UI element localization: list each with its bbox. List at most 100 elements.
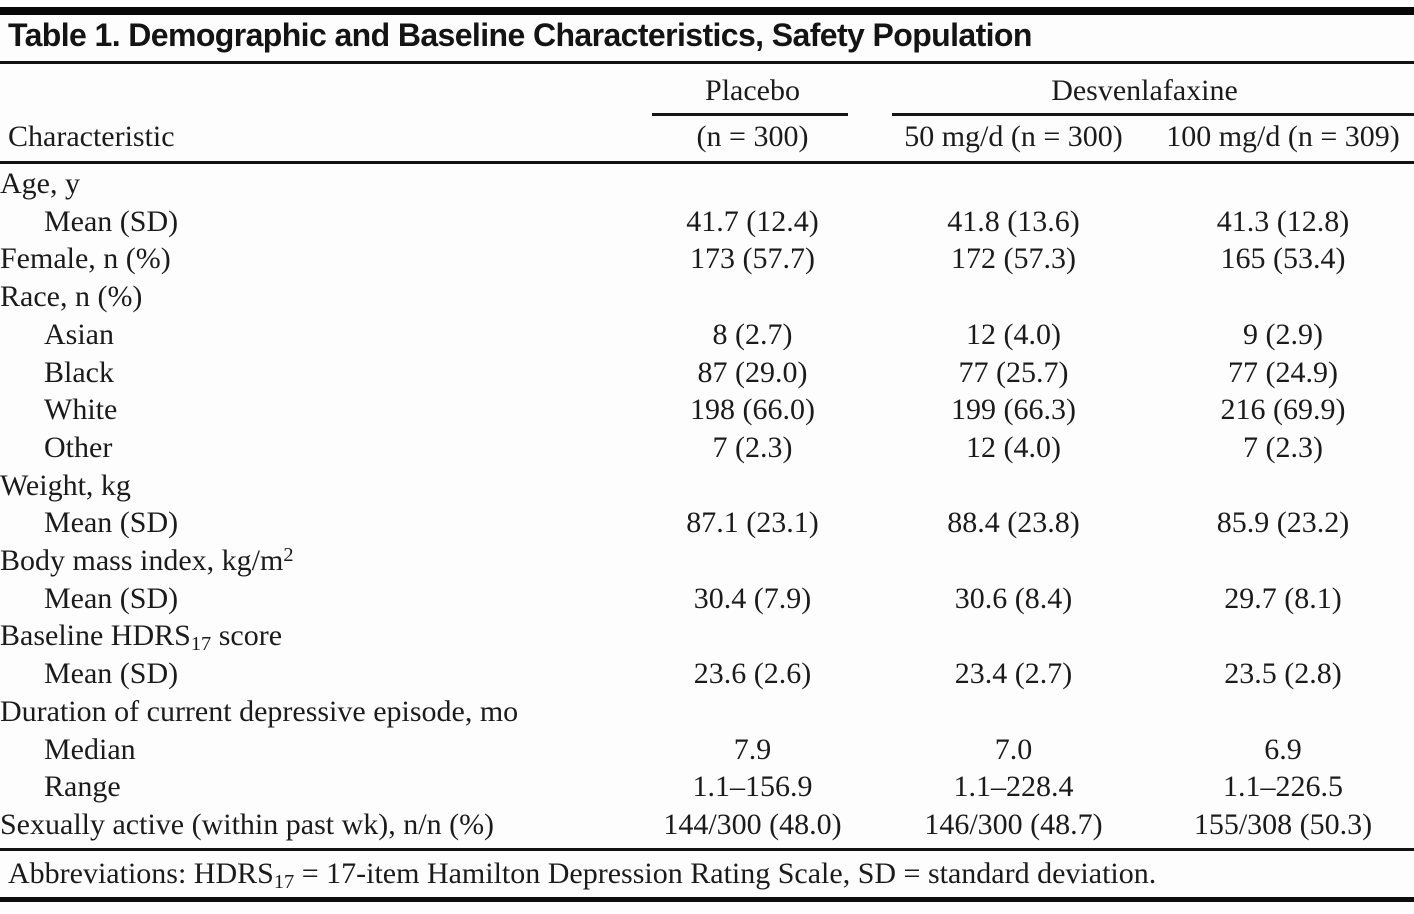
table-row: Mean (SD) 30.4 (7.9) 30.6 (8.4) 29.7 (8.1) xyxy=(0,580,1414,618)
cell-value xyxy=(1152,542,1414,580)
cell-value xyxy=(1152,278,1414,316)
cell-value xyxy=(875,165,1152,203)
characteristics-table: Age, y Mean (SD) 41.7 (12.4) 41.8 (13.6) 41.… xyxy=(0,165,1414,844)
cell-value: 216 (69.9) xyxy=(1220,393,1346,427)
cell-value xyxy=(1152,693,1414,731)
bottom-rule xyxy=(0,897,1414,902)
cell-value: 23.4 (2.7) xyxy=(954,657,1073,691)
cell-value: 6.9 xyxy=(1264,732,1302,766)
cell-value: 30.6 (8.4) xyxy=(954,581,1073,615)
cell-value: 77 (25.7) xyxy=(958,355,1069,389)
column-header-placebo: Placebo xyxy=(705,74,800,107)
cell-value xyxy=(875,542,1152,580)
cell-value: 87.1 (23.1) xyxy=(686,506,819,540)
cell-value: 7.0 xyxy=(994,732,1033,766)
column-header-placebo-n: (n = 300) xyxy=(696,120,809,153)
table-row: Mean (SD) 23.6 (2.6) 23.4 (2.7) 23.5 (2.8) xyxy=(0,655,1414,693)
cell-value: 1.1–156.9 xyxy=(692,770,813,804)
table-header: Placebo Desvenlafaxine Characteristic (n… xyxy=(0,64,1414,164)
cell-value: 165 (53.4) xyxy=(1220,242,1346,276)
title-divider-rule xyxy=(0,61,1414,64)
cell-value xyxy=(1152,467,1414,505)
cell-value: 7 (2.3) xyxy=(712,430,793,464)
row-label: Weight, kg xyxy=(0,468,131,502)
row-label: Median xyxy=(44,732,136,766)
column-header-dose-50mg: 50 mg/d (n = 300) xyxy=(904,120,1123,153)
cell-value: 155/308 (50.3) xyxy=(1193,807,1373,841)
table-row: Race, n (%) xyxy=(0,278,1414,316)
table-row: Weight, kg xyxy=(0,467,1414,505)
row-label: Asian xyxy=(44,317,114,351)
cell-value: 7 (2.3) xyxy=(1243,430,1323,464)
row-label: Baseline HDRS17 score xyxy=(0,619,283,656)
table-row: Mean (SD) 87.1 (23.1) 88.4 (23.8) 85.9 (23.… xyxy=(0,504,1414,542)
cell-value: 88.4 (23.8) xyxy=(947,506,1080,540)
cell-value: 1.1–226.5 xyxy=(1223,770,1343,804)
row-label: Duration of current depressive episode, … xyxy=(0,694,519,728)
cell-value xyxy=(1152,617,1414,655)
cell-value xyxy=(875,693,1152,731)
cell-value: 41.8 (13.6) xyxy=(947,204,1080,238)
footnote-divider-rule xyxy=(0,848,1414,851)
cell-value: 23.5 (2.8) xyxy=(1224,657,1342,691)
row-label: Mean (SD) xyxy=(44,204,179,238)
table-row: Duration of current depressive episode, … xyxy=(0,693,1414,731)
cell-value: 172 (57.3) xyxy=(951,242,1076,276)
cell-value xyxy=(630,693,875,731)
table-row: Median 7.9 7.0 6.9 xyxy=(0,731,1414,769)
cell-value: 7.9 xyxy=(733,732,772,766)
cell-value: 85.9 (23.2) xyxy=(1216,506,1350,540)
cell-value xyxy=(630,542,875,580)
table-row: Asian 8 (2.7) 12 (4.0) 9 (2.9) xyxy=(0,316,1414,354)
table-row: Female, n (%) 173 (57.7) 172 (57.3) 165 (53… xyxy=(0,240,1414,278)
table-row: Body mass index, kg/m2 xyxy=(0,542,1414,580)
cell-value xyxy=(630,278,875,316)
top-rule xyxy=(0,7,1414,15)
cell-value: 144/300 (48.0) xyxy=(663,807,842,841)
row-label: Body mass index, kg/m2 xyxy=(0,543,294,578)
cell-value: 199 (66.3) xyxy=(951,393,1076,427)
column-header-dose-100mg: 100 mg/d (n = 309) xyxy=(1166,120,1400,153)
column-group-header-desvenlafaxine: Desvenlafaxine xyxy=(1051,74,1238,107)
row-label: Black xyxy=(44,355,114,389)
table-body: Age, y Mean (SD) 41.7 (12.4) 41.8 (13.6) 41.… xyxy=(0,165,1414,844)
row-label: Mean (SD) xyxy=(44,581,179,615)
cell-value: 173 (57.7) xyxy=(690,242,815,276)
table-row: Range 1.1–156.9 1.1–228.4 1.1–226.5 xyxy=(0,768,1414,806)
header-divider-rule xyxy=(0,161,1414,164)
table-row: Mean (SD) 41.7 (12.4) 41.8 (13.6) 41.3 (12.… xyxy=(0,203,1414,241)
cell-value xyxy=(1152,165,1414,203)
row-label: Mean (SD) xyxy=(44,657,179,691)
cell-value xyxy=(875,467,1152,505)
cell-value xyxy=(630,467,875,505)
cell-value: 29.7 (8.1) xyxy=(1224,581,1342,615)
table-row: Black 87 (29.0) 77 (25.7) 77 (24.9) xyxy=(0,354,1414,392)
cell-value xyxy=(875,617,1152,655)
table-row: White 198 (66.0) 199 (66.3) 216 (69.9) xyxy=(0,391,1414,429)
row-label: White xyxy=(44,393,118,427)
table-row: Baseline HDRS17 score xyxy=(0,617,1414,655)
cell-value: 1.1–228.4 xyxy=(953,770,1074,804)
cell-value: 23.6 (2.6) xyxy=(693,657,812,691)
cell-value: 87 (29.0) xyxy=(697,355,808,389)
row-label: Sexually active (within past wk), n/n (%… xyxy=(0,807,495,841)
cell-value: 12 (4.0) xyxy=(966,430,1061,464)
cell-value: 41.7 (12.4) xyxy=(686,204,819,238)
cell-value: 146/300 (48.7) xyxy=(924,807,1103,841)
column-header-characteristic: Characteristic xyxy=(8,120,175,153)
row-label: Race, n (%) xyxy=(0,280,143,314)
row-label: Mean (SD) xyxy=(44,506,179,540)
row-label: Other xyxy=(44,430,113,464)
cell-value: 30.4 (7.9) xyxy=(693,581,812,615)
cell-value: 9 (2.9) xyxy=(1243,317,1323,351)
cell-value: 41.3 (12.8) xyxy=(1216,204,1350,238)
row-label: Range xyxy=(44,770,121,804)
cell-value: 198 (66.0) xyxy=(690,393,815,427)
cell-value xyxy=(875,278,1152,316)
row-label: Age, y xyxy=(0,167,80,200)
cell-value: 12 (4.0) xyxy=(966,317,1061,351)
row-label: Female, n (%) xyxy=(0,242,171,276)
abbreviations-footnote: Abbreviations: HDRS17 = 17-item Hamilton… xyxy=(8,857,1157,894)
table-title: Table 1. Demographic and Baseline Charac… xyxy=(8,17,1032,53)
